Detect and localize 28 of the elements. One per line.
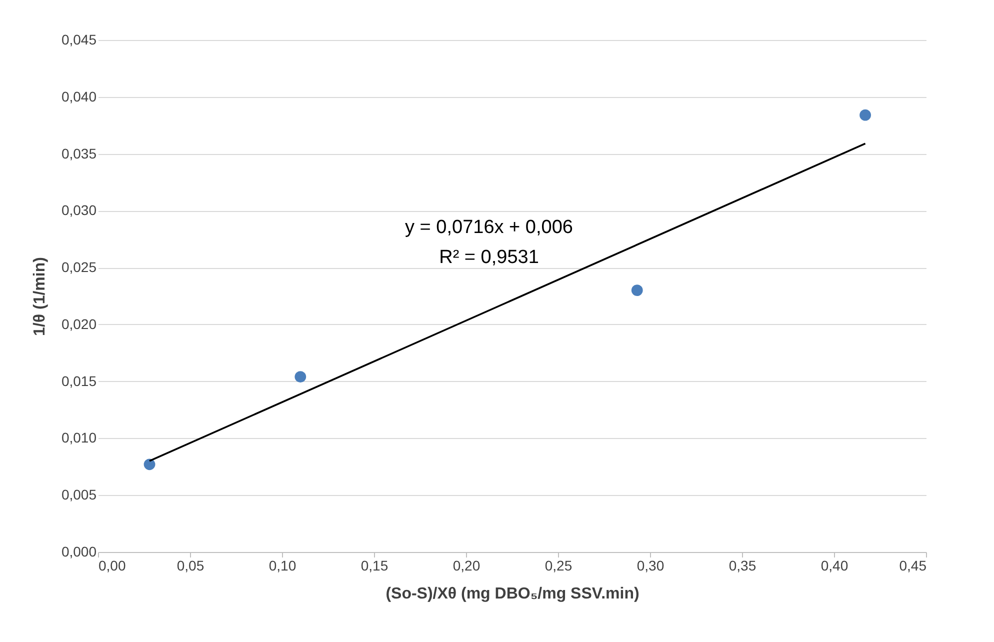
annotation: y = 0,0716x + 0,006 [405,217,573,238]
point [144,458,156,470]
x-tick-label: 0,40 [820,558,848,574]
x-tick-label: 0,35 [728,558,756,574]
x-tick-label: 0,30 [636,558,664,574]
x-tick-label: 0,20 [452,558,480,574]
y-tick-label: 0,045 [61,32,97,48]
point [294,371,306,382]
point [860,109,871,121]
point [631,284,643,296]
y-tick-label: 0,005 [61,486,97,503]
x-axis-title: (So-S)/Xθ (mg DBO₅/mg SSV.min) [386,586,640,602]
y-tick-label: 0,015 [61,372,97,389]
x-tick-label: 0,25 [544,558,572,574]
x-tick-label: 0,15 [360,558,388,574]
x-tick-label: 0,00 [98,558,126,574]
y-tick-label: 0,035 [61,145,97,162]
y-tick-label: 0,025 [61,259,97,276]
y-axis-title: 1/θ (1/min) [31,257,48,336]
x-tick-label: 0,10 [268,558,296,574]
y-tick-label: 0,030 [61,202,97,218]
x-tick-label: 0,05 [176,558,204,574]
y-tick-label: 0,020 [61,316,97,332]
x-tick-label: 0,45 [899,558,927,574]
y-tick-label: 0,040 [61,88,97,104]
annotation: R² = 0,9531 [439,247,539,268]
y-tick-label: 0,000 [61,544,97,560]
y-tick-label: 0,010 [61,430,97,446]
